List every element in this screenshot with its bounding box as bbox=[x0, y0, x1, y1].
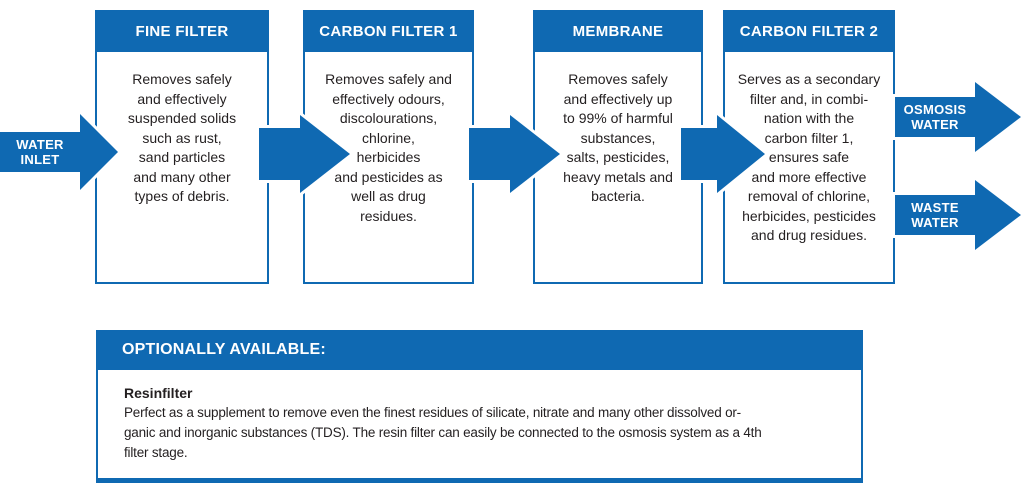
stage-panel-membrane: MEMBRANE Removes safely and effectively … bbox=[533, 10, 703, 284]
optional-available-box: OPTIONALLY AVAILABLE: Resinfilter Perfec… bbox=[96, 330, 863, 483]
stage-description-carbon-filter-1: Removes safely and effectively odours, d… bbox=[325, 71, 452, 224]
resinfilter-description: Perfect as a supplement to remove even t… bbox=[124, 405, 762, 460]
stage-description-fine-filter: Removes safely and effectively suspended… bbox=[127, 71, 237, 204]
stage-title-carbon-filter-1: CARBON FILTER 1 bbox=[303, 10, 474, 52]
stage-title-carbon-filter-2: CARBON FILTER 2 bbox=[723, 10, 895, 52]
stage-panel-carbon-filter-2: CARBON FILTER 2 Serves as a secondary fi… bbox=[723, 10, 895, 284]
flow-arrow-icon-2 bbox=[466, 112, 563, 196]
stage-panel-carbon-filter-1: CARBON FILTER 1 Removes safely and effec… bbox=[303, 10, 474, 284]
stage-title-membrane: MEMBRANE bbox=[533, 10, 703, 52]
optional-available-title: OPTIONALLY AVAILABLE: bbox=[96, 330, 863, 370]
water-inlet-arrow-icon bbox=[0, 111, 121, 193]
stage-panel-fine-filter: FINE FILTER Removes safely and effective… bbox=[95, 10, 269, 284]
stage-title-fine-filter: FINE FILTER bbox=[95, 10, 269, 52]
waste-water-arrow-icon bbox=[892, 177, 1024, 253]
water-inlet-label: WATER INLET bbox=[16, 137, 64, 167]
waste-water-label: WASTE WATER bbox=[911, 200, 959, 230]
flow-arrow-icon-1 bbox=[256, 112, 353, 196]
stage-description-membrane: Removes safely and effectively up to 99%… bbox=[563, 71, 673, 204]
stage-description-carbon-filter-2: Serves as a secondary filter and, in com… bbox=[737, 71, 881, 243]
osmosis-water-arrow-icon bbox=[892, 79, 1024, 155]
flow-arrow-icon-3 bbox=[678, 112, 768, 196]
optional-available-body: Resinfilter Perfect as a supplement to r… bbox=[98, 370, 861, 463]
resinfilter-product-name: Resinfilter bbox=[124, 385, 193, 401]
osmosis-water-label: OSMOSIS WATER bbox=[903, 102, 967, 132]
